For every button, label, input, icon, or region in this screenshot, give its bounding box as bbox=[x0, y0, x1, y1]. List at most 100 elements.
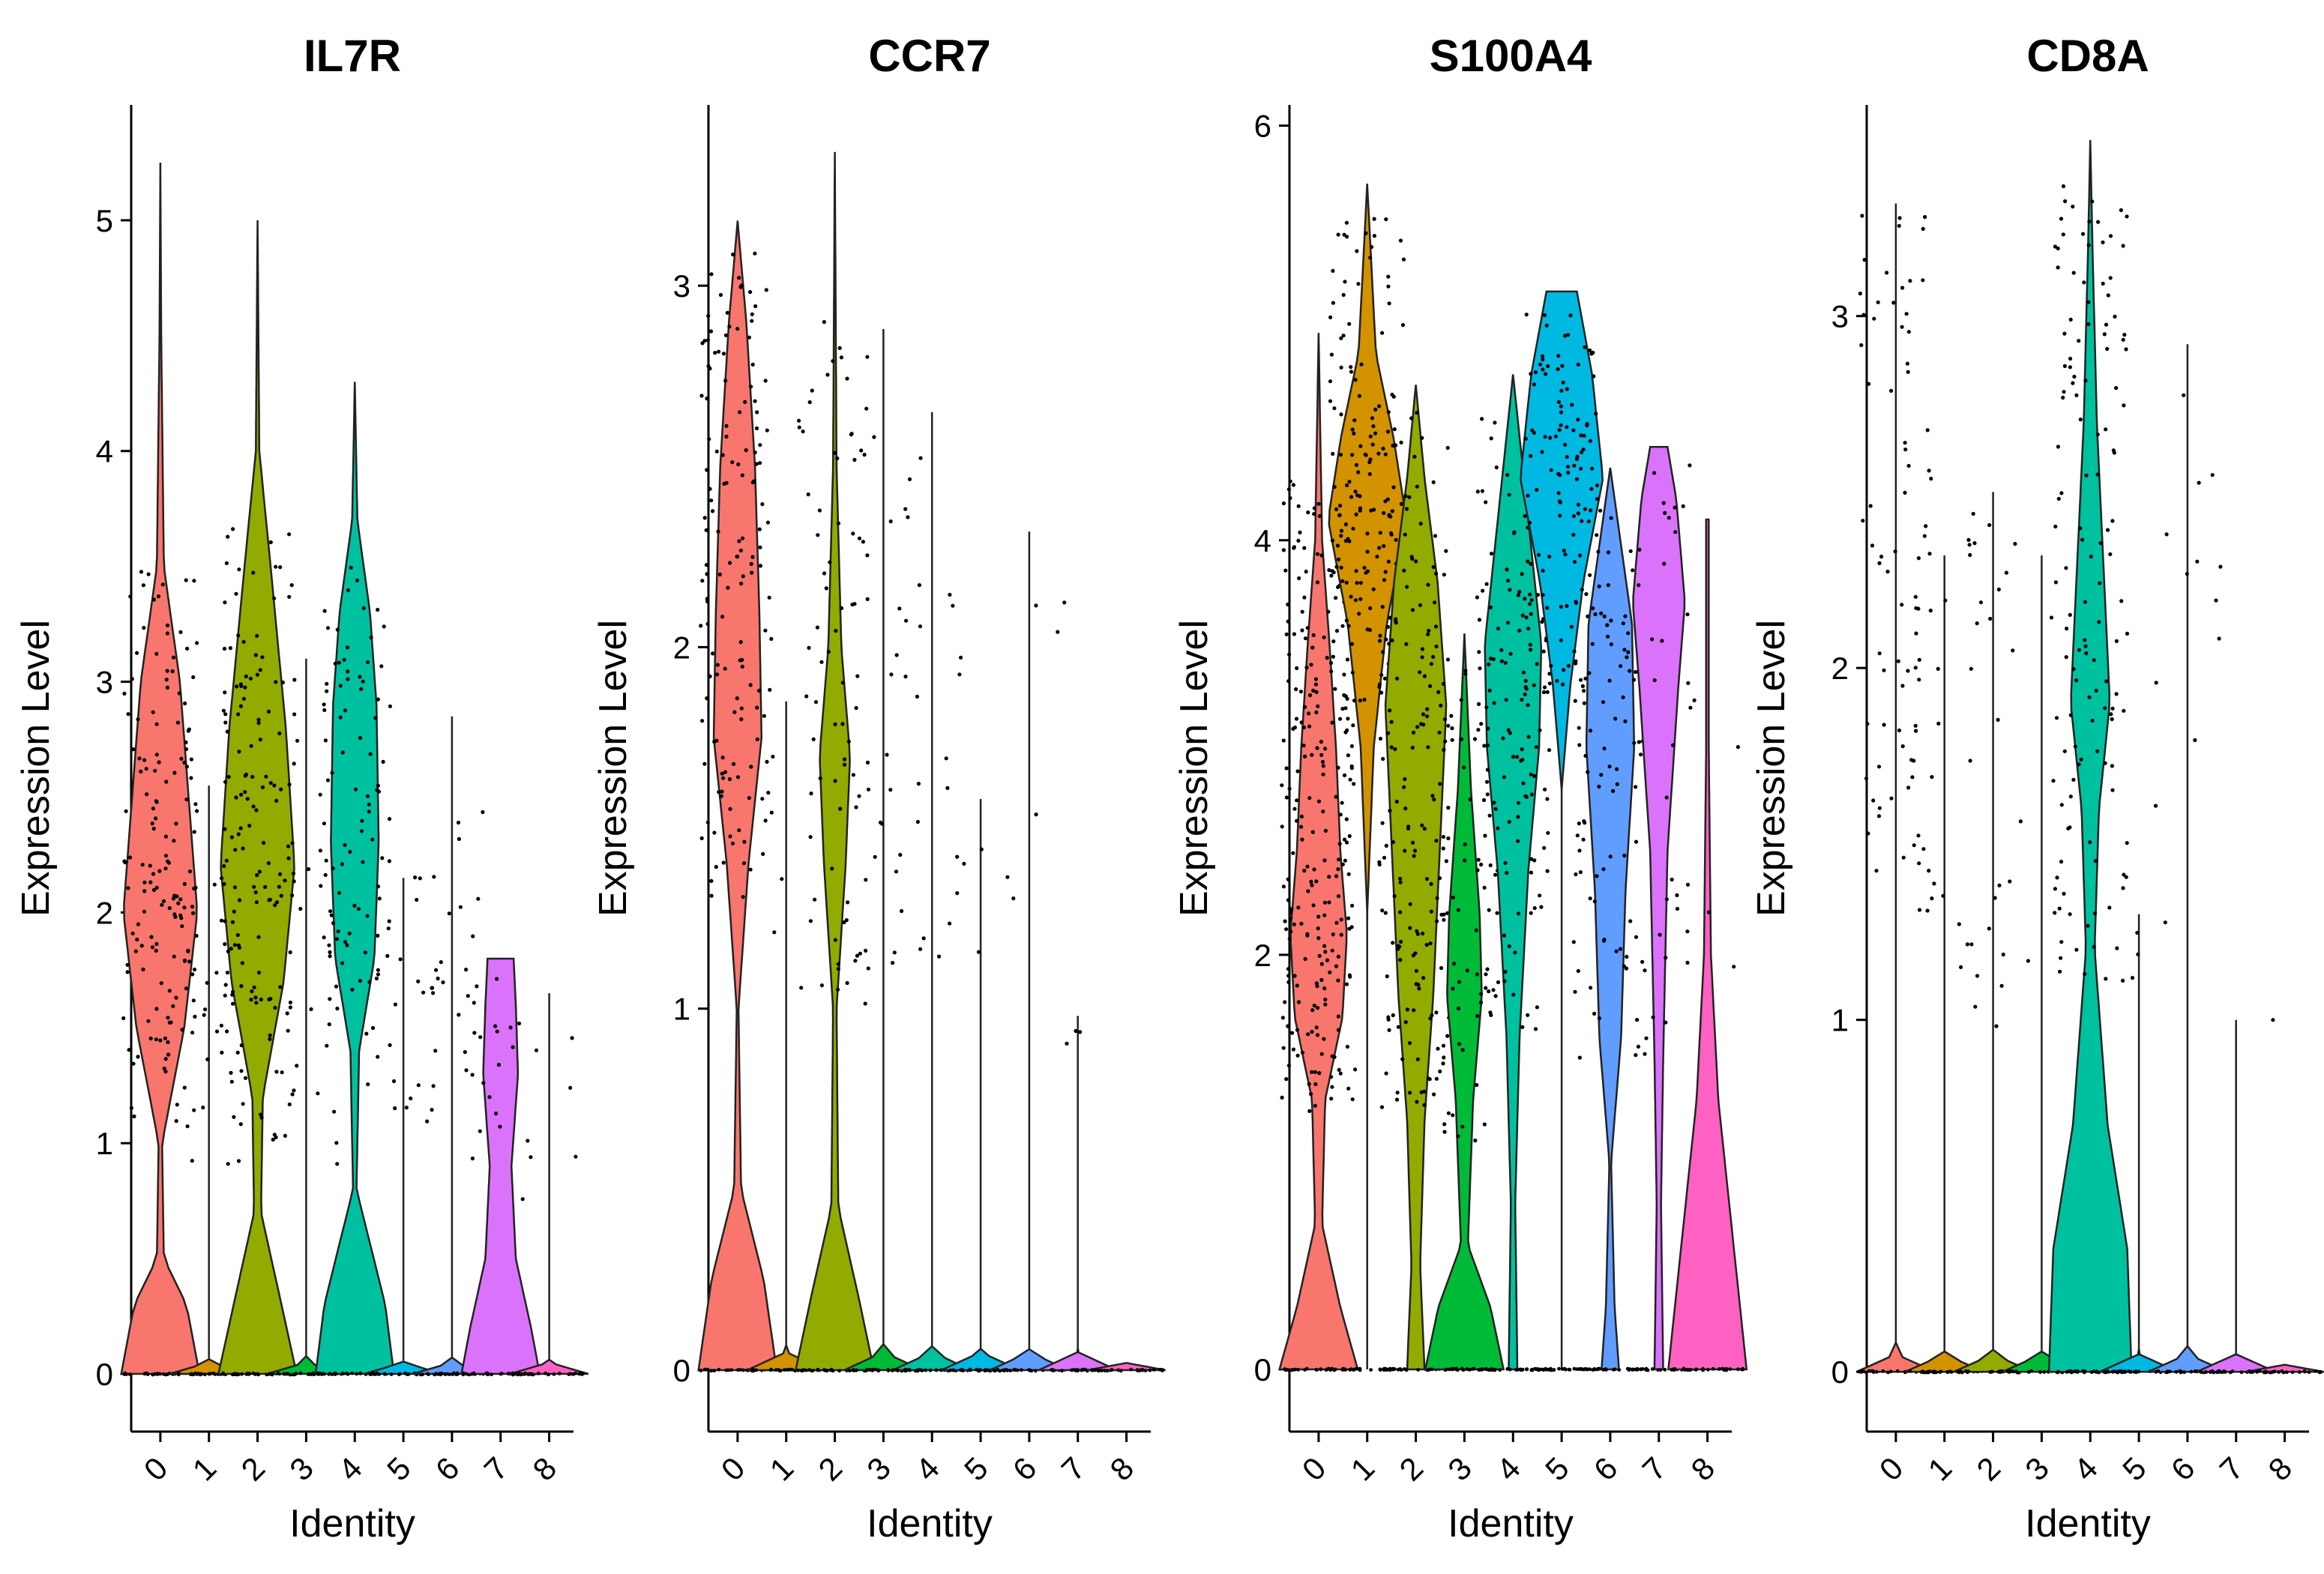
data-point bbox=[2214, 598, 2218, 603]
data-point bbox=[1319, 1367, 1323, 1371]
data-point bbox=[192, 967, 197, 972]
violin-shape bbox=[794, 151, 876, 1372]
data-point bbox=[1545, 869, 1550, 873]
data-point bbox=[272, 1133, 277, 1137]
violin-group-3 bbox=[1424, 633, 1505, 1372]
expression-points bbox=[2051, 184, 2130, 976]
data-point bbox=[1545, 690, 1550, 695]
data-point bbox=[1436, 1046, 1440, 1051]
data-point bbox=[2042, 1370, 2047, 1374]
data-point bbox=[125, 962, 130, 967]
data-point bbox=[2280, 1369, 2284, 1373]
zero-points bbox=[221, 1371, 294, 1377]
data-point bbox=[1411, 953, 1415, 958]
data-point bbox=[241, 846, 245, 851]
data-point bbox=[1553, 434, 1558, 438]
data-point bbox=[1314, 879, 1319, 884]
data-point bbox=[434, 1372, 439, 1376]
data-point bbox=[1588, 438, 1592, 443]
data-point bbox=[1424, 714, 1430, 719]
data-point bbox=[358, 979, 362, 983]
data-point bbox=[832, 450, 837, 456]
data-point bbox=[1565, 455, 1569, 459]
data-point bbox=[1634, 669, 1638, 675]
data-point bbox=[1686, 681, 1691, 686]
data-point bbox=[1529, 792, 1534, 797]
data-point bbox=[160, 902, 164, 907]
data-point bbox=[2228, 1370, 2233, 1375]
data-point bbox=[705, 338, 711, 343]
data-point bbox=[782, 1368, 786, 1372]
data-point bbox=[2083, 600, 2088, 604]
data-point bbox=[2121, 978, 2125, 983]
data-point bbox=[1434, 1076, 1439, 1081]
data-point bbox=[332, 1372, 337, 1376]
data-point bbox=[739, 706, 744, 711]
data-point bbox=[804, 694, 809, 699]
data-point bbox=[231, 527, 235, 531]
data-point bbox=[241, 1102, 245, 1106]
data-point bbox=[750, 480, 755, 485]
data-point bbox=[180, 1028, 184, 1032]
data-point bbox=[1579, 678, 1583, 682]
data-point bbox=[329, 913, 334, 917]
data-point bbox=[274, 798, 279, 803]
data-point bbox=[1425, 707, 1430, 711]
data-point bbox=[1543, 787, 1547, 791]
data-point bbox=[1056, 630, 1060, 634]
data-point bbox=[833, 722, 837, 726]
data-point bbox=[1532, 774, 1537, 778]
data-point bbox=[1358, 581, 1363, 585]
data-point bbox=[1391, 839, 1396, 845]
data-point bbox=[202, 1372, 207, 1377]
data-point bbox=[190, 905, 195, 909]
data-point bbox=[239, 1043, 244, 1048]
data-point bbox=[1565, 465, 1571, 469]
data-point bbox=[145, 792, 149, 797]
data-point bbox=[154, 1007, 159, 1011]
data-point bbox=[1917, 657, 1921, 662]
data-point bbox=[151, 827, 156, 831]
data-point bbox=[1613, 717, 1618, 721]
data-point bbox=[1343, 730, 1348, 735]
data-point bbox=[251, 570, 256, 575]
data-point bbox=[725, 310, 729, 315]
data-point bbox=[1364, 453, 1368, 457]
data-point bbox=[1430, 1367, 1434, 1372]
data-point bbox=[1574, 477, 1579, 481]
data-point bbox=[1876, 814, 1882, 818]
data-point bbox=[2199, 1370, 2203, 1374]
data-point bbox=[2065, 627, 2069, 631]
data-point bbox=[1556, 471, 1561, 476]
data-point bbox=[1583, 676, 1588, 681]
data-point bbox=[2109, 712, 2113, 717]
data-point bbox=[421, 1372, 424, 1377]
data-point bbox=[162, 1067, 166, 1071]
data-point bbox=[223, 942, 227, 947]
data-point bbox=[391, 1079, 397, 1084]
data-point bbox=[1602, 937, 1607, 942]
data-point bbox=[415, 897, 419, 902]
data-point bbox=[712, 739, 717, 744]
expression-points bbox=[2104, 920, 2167, 983]
data-point bbox=[1281, 501, 1286, 506]
data-point bbox=[1538, 893, 1542, 898]
data-point bbox=[833, 938, 837, 942]
data-point bbox=[130, 931, 135, 935]
data-point bbox=[1418, 670, 1422, 675]
data-point bbox=[1529, 648, 1533, 652]
x-tick-label: 4 bbox=[1490, 1450, 1527, 1488]
data-point bbox=[916, 782, 921, 786]
data-point bbox=[125, 970, 130, 974]
data-point bbox=[1441, 834, 1445, 839]
data-point bbox=[1380, 821, 1385, 825]
data-point bbox=[1488, 657, 1493, 661]
data-point bbox=[1560, 364, 1565, 368]
data-point bbox=[2208, 1370, 2212, 1374]
data-point bbox=[223, 983, 228, 987]
data-point bbox=[322, 821, 326, 826]
data-point bbox=[135, 937, 139, 942]
data-point bbox=[903, 675, 908, 679]
data-point bbox=[1330, 1366, 1334, 1371]
data-point bbox=[1415, 1057, 1420, 1061]
